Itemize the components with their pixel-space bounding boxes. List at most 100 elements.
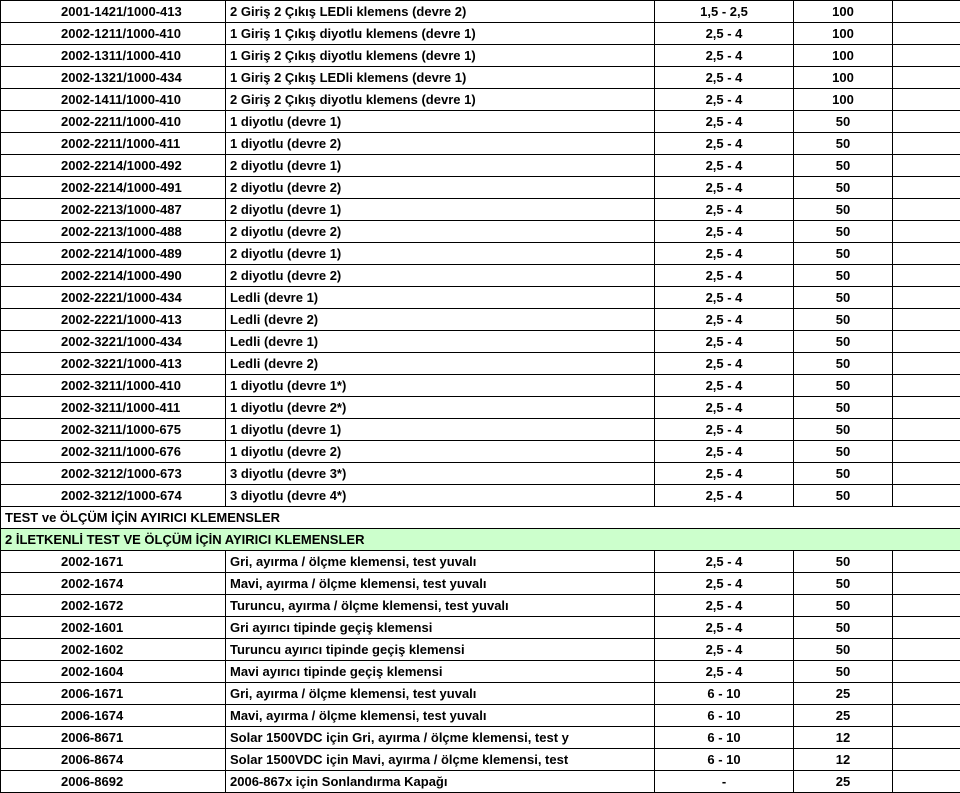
product-price-cell: 15,12 TL bbox=[893, 243, 960, 265]
product-price-cell: 15,12 TL bbox=[893, 199, 960, 221]
product-qty-cell: 50 bbox=[794, 265, 893, 287]
product-qty-cell: 25 bbox=[794, 705, 893, 727]
product-code-cell: 2006-1671 bbox=[1, 683, 226, 705]
product-qty-cell: 100 bbox=[794, 45, 893, 67]
product-code-cell: 2002-3211/1000-410 bbox=[1, 375, 226, 397]
product-range-cell: 2,5 - 4 bbox=[655, 309, 794, 331]
product-range-cell: 2,5 - 4 bbox=[655, 221, 794, 243]
table-row: 2002-1671Gri, ayırma / ölçme klemensi, t… bbox=[1, 551, 960, 573]
product-range-cell: - bbox=[655, 771, 794, 793]
product-desc-cell: Solar 1500VDC için Gri, ayırma / ölçme k… bbox=[226, 727, 655, 749]
product-desc-cell: 3 diyotlu (devre 3*) bbox=[226, 463, 655, 485]
product-code-cell: 2002-1601 bbox=[1, 617, 226, 639]
product-price-cell: 15,12 TL bbox=[893, 177, 960, 199]
table-row: 2002-2213/1000-4882 diyotlu (devre 2)2,5… bbox=[1, 221, 960, 243]
product-price-cell: 1,20 TL bbox=[893, 771, 960, 793]
product-code-cell: 2002-2214/1000-490 bbox=[1, 265, 226, 287]
product-desc-cell: 1 diyotlu (devre 1) bbox=[226, 111, 655, 133]
product-range-cell: 2,5 - 4 bbox=[655, 111, 794, 133]
product-desc-cell: 2 diyotlu (devre 2) bbox=[226, 177, 655, 199]
product-desc-cell: 1 diyotlu (devre 2*) bbox=[226, 397, 655, 419]
table-row: 2002-1601Gri ayırıcı tipinde geçiş kleme… bbox=[1, 617, 960, 639]
product-price-cell: 5,67 TL bbox=[893, 551, 960, 573]
product-desc-cell: 1 Giriş 2 Çıkış diyotlu klemens (devre 1… bbox=[226, 45, 655, 67]
product-code-cell: 2002-2213/1000-487 bbox=[1, 199, 226, 221]
product-qty-cell: 25 bbox=[794, 683, 893, 705]
table-row: 2002-1672Turuncu, ayırma / ölçme klemens… bbox=[1, 595, 960, 617]
product-price-cell: 15,50 TL bbox=[893, 287, 960, 309]
product-qty-cell: 50 bbox=[794, 551, 893, 573]
table-row: 2002-1311/1000-4101 Giriş 2 Çıkış diyotl… bbox=[1, 45, 960, 67]
table-row: 2002-3211/1000-6761 diyotlu (devre 2)2,5… bbox=[1, 441, 960, 463]
product-range-cell: 6 - 10 bbox=[655, 705, 794, 727]
table-row: 2002-2221/1000-434Ledli (devre 1)2,5 - 4… bbox=[1, 287, 960, 309]
product-code-cell: 2002-2214/1000-489 bbox=[1, 243, 226, 265]
product-code-cell: 2002-2221/1000-413 bbox=[1, 309, 226, 331]
product-desc-cell: Ledli (devre 2) bbox=[226, 309, 655, 331]
product-qty-cell: 50 bbox=[794, 177, 893, 199]
product-code-cell: 2002-2211/1000-411 bbox=[1, 133, 226, 155]
product-range-cell: 2,5 - 4 bbox=[655, 331, 794, 353]
product-range-cell: 2,5 - 4 bbox=[655, 595, 794, 617]
table-row: 2002-3212/1000-6733 diyotlu (devre 3*)2,… bbox=[1, 463, 960, 485]
product-range-cell: 2,5 - 4 bbox=[655, 23, 794, 45]
product-code-cell: 2001-1421/1000-413 bbox=[1, 1, 226, 23]
product-price-cell: 15,12 TL bbox=[893, 155, 960, 177]
product-code-cell: 2002-2221/1000-434 bbox=[1, 287, 226, 309]
product-code-cell: 2002-3211/1000-675 bbox=[1, 419, 226, 441]
product-range-cell: 2,5 - 4 bbox=[655, 265, 794, 287]
table-row: 2002-2214/1000-4892 diyotlu (devre 1)2,5… bbox=[1, 243, 960, 265]
product-code-cell: 2002-3221/1000-434 bbox=[1, 331, 226, 353]
table-row: 2001-1421/1000-4132 Giriş 2 Çıkış LEDli … bbox=[1, 1, 960, 23]
product-price-cell: 16,04 TL bbox=[893, 353, 960, 375]
table-row: 2002-1604Mavi ayırıcı tipinde geçiş klem… bbox=[1, 661, 960, 683]
product-qty-cell: 50 bbox=[794, 353, 893, 375]
product-qty-cell: 50 bbox=[794, 287, 893, 309]
product-qty-cell: 50 bbox=[794, 617, 893, 639]
product-code-cell: 2002-1604 bbox=[1, 661, 226, 683]
product-desc-cell: 2 diyotlu (devre 2) bbox=[226, 221, 655, 243]
product-desc-cell: 2 diyotlu (devre 1) bbox=[226, 199, 655, 221]
product-desc-cell: Turuncu, ayırma / ölçme klemensi, test y… bbox=[226, 595, 655, 617]
product-qty-cell: 100 bbox=[794, 89, 893, 111]
table-row: 2002-2221/1000-413Ledli (devre 2)2,5 - 4… bbox=[1, 309, 960, 331]
product-desc-cell: 1 diyotlu (devre 1*) bbox=[226, 375, 655, 397]
product-price-cell: 19,82 TL bbox=[893, 463, 960, 485]
product-range-cell: 2,5 - 4 bbox=[655, 155, 794, 177]
product-desc-cell: 2 Giriş 2 Çıkış LEDli klemens (devre 2) bbox=[226, 1, 655, 23]
product-price-cell: 5,78 TL bbox=[893, 639, 960, 661]
product-code-cell: 2006-1674 bbox=[1, 705, 226, 727]
product-desc-cell: 1 diyotlu (devre 1) bbox=[226, 419, 655, 441]
product-range-cell: 2,5 - 4 bbox=[655, 573, 794, 595]
table-row: 2006-8671Solar 1500VDC için Gri, ayırma … bbox=[1, 727, 960, 749]
product-qty-cell: 50 bbox=[794, 375, 893, 397]
product-qty-cell: 50 bbox=[794, 397, 893, 419]
product-qty-cell: 25 bbox=[794, 771, 893, 793]
product-range-cell: 6 - 10 bbox=[655, 727, 794, 749]
product-price-cell: 11,83 TL bbox=[893, 441, 960, 463]
product-range-cell: 1,5 - 2,5 bbox=[655, 1, 794, 23]
product-code-cell: 2002-3221/1000-413 bbox=[1, 353, 226, 375]
section-header-cell: TEST ve ÖLÇÜM İÇİN AYIRICI KLEMENSLER bbox=[1, 507, 960, 529]
table-row: 2002-3212/1000-6743 diyotlu (devre 4*)2,… bbox=[1, 485, 960, 507]
product-desc-cell: Gri ayırıcı tipinde geçiş klemensi bbox=[226, 617, 655, 639]
product-code-cell: 2002-1411/1000-410 bbox=[1, 89, 226, 111]
product-code-cell: 2002-1602 bbox=[1, 639, 226, 661]
product-desc-cell: 2 Giriş 2 Çıkış diyotlu klemens (devre 1… bbox=[226, 89, 655, 111]
product-range-cell: 2,5 - 4 bbox=[655, 639, 794, 661]
table-row: 2002-2214/1000-4902 diyotlu (devre 2)2,5… bbox=[1, 265, 960, 287]
product-qty-cell: 50 bbox=[794, 155, 893, 177]
table-row: 2002-3211/1000-4111 diyotlu (devre 2*)2,… bbox=[1, 397, 960, 419]
product-qty-cell: 50 bbox=[794, 243, 893, 265]
product-desc-cell: 1 diyotlu (devre 2) bbox=[226, 441, 655, 463]
product-price-cell: 15,50 TL bbox=[893, 309, 960, 331]
product-range-cell: 2,5 - 4 bbox=[655, 485, 794, 507]
product-qty-cell: 50 bbox=[794, 441, 893, 463]
product-desc-cell: Mavi, ayırma / ölçme klemensi, test yuva… bbox=[226, 705, 655, 727]
table-row: TEST ve ÖLÇÜM İÇİN AYIRICI KLEMENSLER bbox=[1, 507, 960, 529]
product-qty-cell: 50 bbox=[794, 419, 893, 441]
product-price-cell: 11,56 TL bbox=[893, 67, 960, 89]
product-desc-cell: 2 diyotlu (devre 2) bbox=[226, 265, 655, 287]
table-row: 2002-1674Mavi, ayırma / ölçme klemensi, … bbox=[1, 573, 960, 595]
product-price-cell: 11,83 TL bbox=[893, 375, 960, 397]
